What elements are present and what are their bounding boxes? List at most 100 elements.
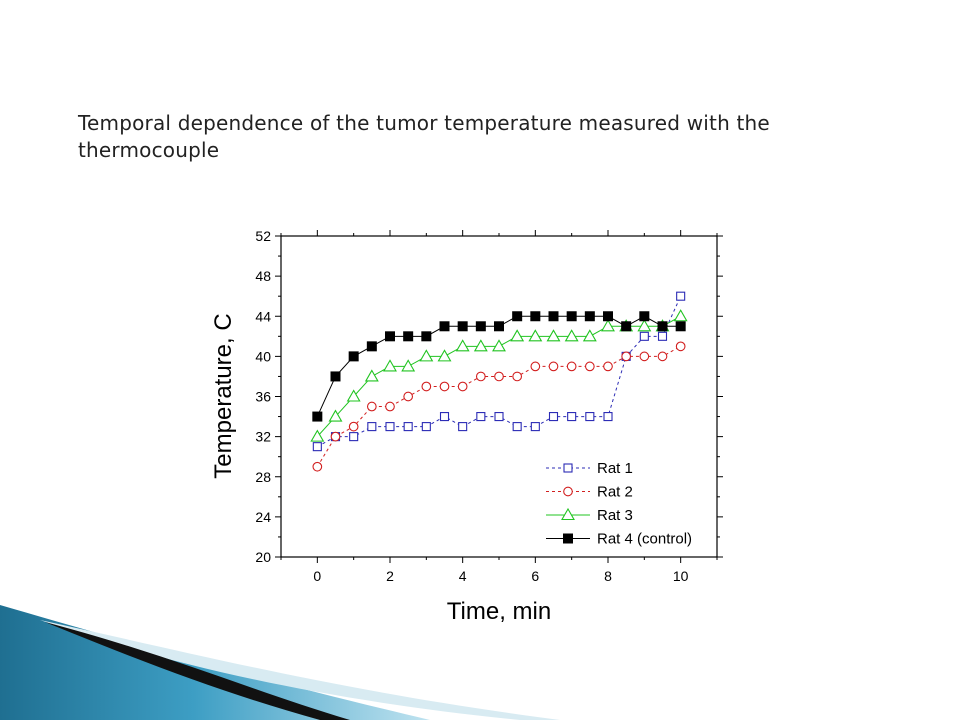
- data-point: [584, 311, 595, 322]
- data-point: [603, 361, 613, 372]
- data-point: [637, 319, 652, 332]
- data-point: [639, 311, 650, 322]
- data-point: [546, 329, 561, 342]
- data-point: [385, 422, 395, 432]
- data-point: [421, 381, 432, 392]
- y-tick-label: 24: [255, 509, 271, 525]
- x-axis-title: Time, min: [447, 598, 551, 625]
- data-point: [675, 321, 686, 332]
- data-point: [603, 311, 613, 322]
- x-tick-label: 0: [313, 568, 321, 584]
- data-point: [564, 329, 579, 342]
- series-2: [312, 341, 686, 472]
- y-tick-label: 36: [255, 389, 271, 405]
- data-point: [530, 311, 541, 322]
- data-point: [437, 349, 452, 362]
- data-point: [673, 309, 688, 322]
- legend-marker: [561, 507, 575, 521]
- data-point: [403, 422, 413, 432]
- legend-marker: [563, 463, 573, 473]
- y-tick-label: 44: [255, 308, 271, 324]
- data-point: [494, 412, 504, 422]
- legend-label: Rat 2: [597, 484, 633, 501]
- data-point: [310, 429, 325, 442]
- data-point: [473, 339, 488, 352]
- x-tick-label: 2: [386, 568, 394, 584]
- data-point: [584, 361, 595, 372]
- data-point: [346, 389, 361, 402]
- data-point: [510, 329, 525, 342]
- data-point: [639, 331, 649, 341]
- data-point: [494, 321, 504, 332]
- legend-label: Rat 4 (control): [597, 531, 692, 548]
- data-point: [312, 411, 323, 422]
- data-point: [455, 339, 470, 352]
- x-tick-label: 8: [604, 568, 612, 584]
- data-point: [475, 371, 486, 382]
- x-tick-label: 6: [531, 568, 539, 584]
- data-point: [403, 331, 414, 342]
- decorative-swoosh: [0, 605, 560, 720]
- data-point: [639, 351, 650, 362]
- data-point: [457, 321, 468, 332]
- data-point: [676, 291, 686, 301]
- data-point: [657, 351, 668, 362]
- data-point: [312, 461, 323, 472]
- data-point: [548, 412, 559, 422]
- data-point: [403, 391, 414, 402]
- data-point: [312, 442, 322, 452]
- data-point: [621, 321, 632, 332]
- data-point: [348, 351, 359, 362]
- data-point: [439, 381, 450, 392]
- data-point: [421, 422, 431, 432]
- data-point: [567, 412, 577, 422]
- data-point: [366, 401, 377, 412]
- data-point: [475, 321, 486, 332]
- y-tick-label: 40: [255, 348, 271, 364]
- legend-item: Rat 4 (control): [546, 531, 692, 548]
- legend-marker: [563, 533, 573, 544]
- data-point: [401, 359, 416, 372]
- legend-item: Rat 1: [546, 460, 633, 477]
- data-point: [366, 341, 377, 352]
- data-point: [566, 311, 577, 322]
- y-tick-label: 20: [255, 549, 271, 565]
- data-point: [582, 329, 597, 342]
- legend-label: Rat 3: [597, 507, 633, 524]
- data-point: [476, 412, 486, 422]
- data-point: [548, 311, 559, 322]
- data-point: [512, 311, 523, 322]
- data-point: [601, 319, 615, 332]
- legend-item: Rat 2: [546, 484, 633, 501]
- data-point: [330, 371, 341, 382]
- data-point: [548, 361, 559, 372]
- chart-legend: Rat 1 Rat 2 Rat 3 Rat 4 (control): [546, 460, 692, 548]
- data-point: [383, 359, 397, 372]
- data-point: [657, 321, 668, 332]
- legend-item: Rat 3: [546, 507, 633, 524]
- data-point: [603, 412, 613, 422]
- x-tick-label: 10: [673, 568, 689, 584]
- data-point: [657, 331, 668, 341]
- data-point: [439, 412, 450, 422]
- data-point: [367, 422, 377, 432]
- data-point: [566, 361, 577, 372]
- data-point: [328, 409, 343, 422]
- data-point: [528, 329, 543, 342]
- x-tick-label: 4: [459, 568, 467, 584]
- y-tick-label: 28: [255, 469, 271, 485]
- data-point: [364, 369, 379, 382]
- data-point: [458, 422, 468, 432]
- legend-label: Rat 1: [597, 460, 633, 477]
- y-tick-label: 48: [255, 268, 271, 284]
- data-point: [421, 331, 432, 342]
- data-point: [492, 339, 506, 352]
- y-axis-title: Temperature, C: [210, 313, 237, 478]
- slide-title: Temporal dependence of the tumor tempera…: [78, 111, 770, 162]
- y-tick-label: 32: [255, 429, 271, 445]
- data-point: [330, 431, 341, 442]
- y-tick-label: 52: [255, 228, 271, 244]
- data-point: [349, 432, 359, 442]
